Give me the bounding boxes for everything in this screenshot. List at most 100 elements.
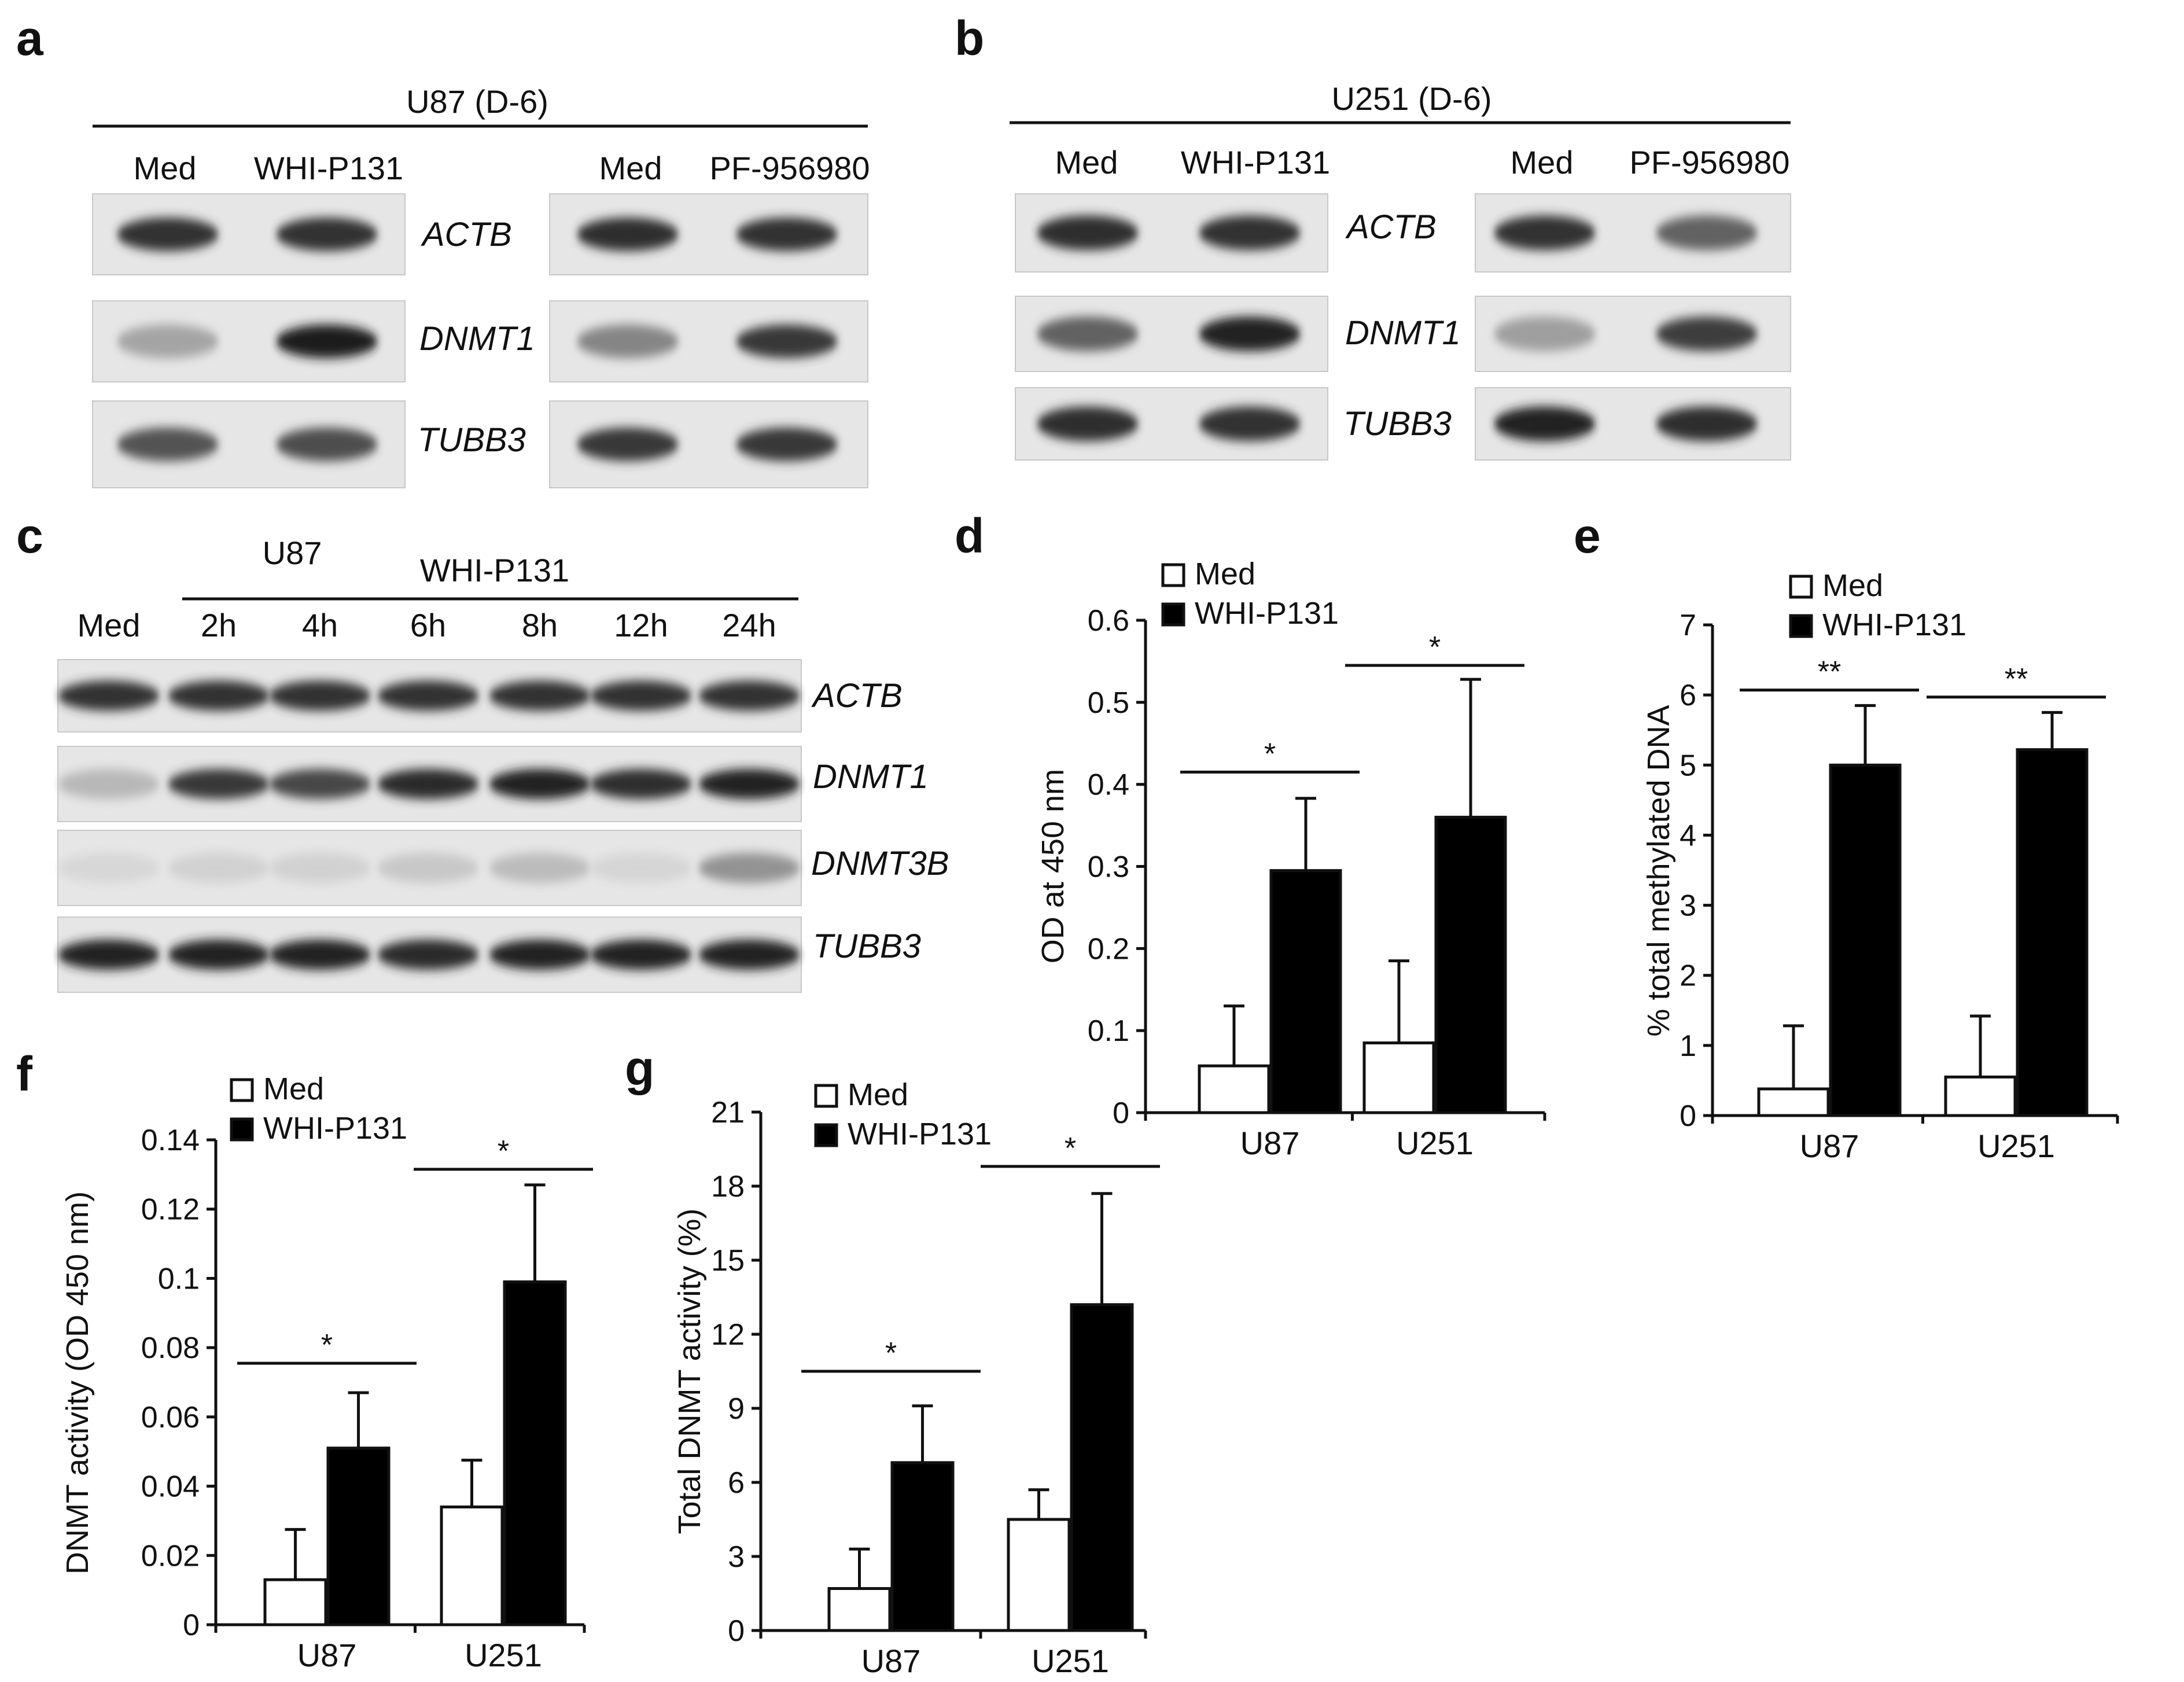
panel-f-y-tick-label-3: 0.06 bbox=[141, 1401, 200, 1434]
panel-d-x-tick-label-0: U87 bbox=[1240, 1125, 1300, 1161]
panel-g-y-axis-label: Total DNMT activity (%) bbox=[672, 1208, 707, 1534]
panel-g-x-tick-label-0: U87 bbox=[861, 1643, 921, 1679]
panel-e-bar-whi-p131-u87 bbox=[1829, 763, 1902, 1117]
panel-g-legend-swatch-whi-p131 bbox=[814, 1123, 838, 1147]
panel-g-letter: g bbox=[625, 1041, 654, 1095]
panel-g-y-tick-label-2: 6 bbox=[728, 1466, 745, 1500]
panel-a-lane-pf: PF-956980 bbox=[709, 150, 870, 186]
panel-c-row1-band-6 bbox=[698, 769, 800, 799]
panel-c-row3-band-4 bbox=[489, 940, 591, 970]
panel-e-significance-0: ** bbox=[1818, 656, 1841, 689]
panel-a: a U87 (D-6) Med WHI-P131 Med PF-956980 A… bbox=[16, 11, 870, 488]
panel-c-row0-band-5 bbox=[590, 680, 692, 711]
panel-d-legend-swatch-whi-p131 bbox=[1161, 602, 1185, 627]
panel-c-row2-band-3 bbox=[377, 853, 479, 883]
panel-g-y-tick-label-3: 9 bbox=[728, 1392, 745, 1426]
panel-c-row1-band-1 bbox=[168, 769, 270, 799]
panel-f-bar-whi-p131-u251 bbox=[503, 1280, 567, 1626]
panel-b-left-row1-band-0 bbox=[1037, 316, 1139, 351]
panel-g-y-tick-label-5: 15 bbox=[711, 1244, 745, 1278]
panel-a-lane-whi: WHI-P131 bbox=[254, 150, 403, 186]
panel-f-bar-med-u87 bbox=[263, 1578, 327, 1626]
panel-g-y-tick-label-1: 3 bbox=[728, 1540, 745, 1574]
panel-b-gene-dnmt1: DNMT1 bbox=[1345, 314, 1461, 352]
panel-c-row3-band-6 bbox=[698, 940, 800, 970]
panel-a-right-row0-band-1 bbox=[736, 218, 838, 251]
panel-a-lane-med-left: Med bbox=[134, 150, 197, 186]
panel-e-bar-whi-p131-u251 bbox=[2016, 748, 2089, 1117]
panel-e-y-tick-label-2: 2 bbox=[1680, 959, 1696, 993]
panel-a-left-row2-band-0 bbox=[117, 428, 219, 461]
panel-f-y-tick-label-4: 0.08 bbox=[141, 1331, 200, 1365]
panel-c-row1-band-4 bbox=[489, 769, 591, 799]
panel-e-y-tick-label-7: 7 bbox=[1680, 609, 1696, 642]
panel-g-legend-label-med: Med bbox=[848, 1077, 908, 1112]
panel-e-bar-med-u87 bbox=[1757, 1087, 1830, 1117]
panel-c-row2-band-0 bbox=[58, 853, 160, 883]
panel-g-bar-whi-p131-u251 bbox=[1070, 1303, 1134, 1632]
panel-g-chart: g Total DNMT activity (%) 0 3 6 9 12 15 18 21 U87 U… bbox=[625, 1041, 1160, 1679]
panel-c-gene-tubb3: TUBB3 bbox=[813, 928, 921, 965]
panel-d-y-tick-label-3: 0.3 bbox=[1088, 851, 1129, 884]
panel-a-right-row1-band-0 bbox=[577, 325, 679, 358]
panel-c-row3-band-0 bbox=[58, 940, 160, 970]
panel-c-lane-2: 4h bbox=[302, 607, 338, 643]
panel-a-gene-tubb3: TUBB3 bbox=[418, 421, 526, 459]
panel-e-x-tick-label-1: U251 bbox=[1977, 1128, 2055, 1164]
panel-c-lane-3: 6h bbox=[410, 607, 446, 643]
panel-c-row2-band-4 bbox=[489, 853, 591, 883]
panel-b-left-row2-band-1 bbox=[1199, 406, 1301, 441]
panel-f-legend-label-whi-p131: WHI-P131 bbox=[263, 1111, 407, 1146]
panel-a-gels bbox=[92, 193, 868, 488]
panel-f-bar-med-u251 bbox=[440, 1505, 504, 1626]
panel-a-gene-dnmt1: DNMT1 bbox=[419, 320, 535, 358]
panel-c-row2-band-1 bbox=[168, 853, 270, 883]
panel-b-gene-actb: ACTB bbox=[1345, 208, 1437, 246]
panel-f-significance-1: * bbox=[498, 1135, 509, 1168]
panel-f-y-tick-label-6: 0.12 bbox=[141, 1193, 200, 1227]
panel-f-y-axis-label: DNMT activity (OD 450 nm) bbox=[60, 1191, 95, 1574]
panel-g-legend-swatch-med bbox=[814, 1084, 838, 1108]
panel-e-x-tick-label-0: U87 bbox=[1800, 1128, 1859, 1164]
panel-b-left-row0-band-1 bbox=[1199, 215, 1301, 251]
panel-c-treatment: WHI-P131 bbox=[420, 552, 569, 588]
panel-b-right-row1-band-1 bbox=[1656, 316, 1758, 351]
panel-b-right-row0-band-0 bbox=[1494, 215, 1596, 251]
panel-b-lane-med-right: Med bbox=[1511, 144, 1574, 181]
panel-f-legend-swatch-whi-p131 bbox=[230, 1117, 254, 1142]
panel-e-significance-1: ** bbox=[2005, 663, 2028, 696]
panel-e-legend-label-whi-p131: WHI-P131 bbox=[1822, 608, 1966, 642]
panel-e-y-tick-label-4: 4 bbox=[1680, 819, 1696, 852]
panel-b-left-row0-band-0 bbox=[1037, 215, 1139, 251]
panel-c-row0-band-1 bbox=[168, 680, 270, 711]
panel-a-right-row2-band-1 bbox=[736, 428, 838, 461]
panel-c-gene-dnmt3b: DNMT3B bbox=[811, 845, 949, 882]
panel-a-lane-med-right: Med bbox=[599, 150, 662, 186]
panel-d-legend-label-med: Med bbox=[1195, 557, 1255, 591]
panel-g-significance-0: * bbox=[885, 1337, 897, 1370]
panel-c-lane-5: 12h bbox=[614, 607, 668, 643]
panel-a-header: U87 (D-6) bbox=[406, 83, 548, 120]
panel-c-row0-band-3 bbox=[377, 680, 479, 711]
panel-c-row0-band-2 bbox=[269, 680, 371, 711]
panel-c-row1-band-5 bbox=[590, 769, 692, 799]
panel-a-left-row0-band-0 bbox=[117, 218, 219, 251]
panel-c-row2-band-5 bbox=[590, 853, 692, 883]
panel-a-left-row0-band-1 bbox=[276, 218, 378, 251]
panel-f-x-tick-label-0: U87 bbox=[297, 1637, 357, 1673]
panel-c-row1-band-3 bbox=[377, 769, 479, 799]
panel-g-significance-1: * bbox=[1065, 1132, 1076, 1165]
panel-f-chart: f DNMT activity (OD 450 nm) 0 0.02 0.04 0.06 0… bbox=[16, 1047, 593, 1673]
panel-f-legend-label-med: Med bbox=[263, 1072, 324, 1106]
panel-c-lane-1: 2h bbox=[201, 607, 237, 643]
panel-c-row3-band-5 bbox=[590, 940, 692, 970]
panel-c-lane-labels: Med 2h 4h 6h 8h 12h 24h bbox=[78, 607, 776, 643]
panel-f-letter: f bbox=[16, 1047, 33, 1101]
panel-c-gene-dnmt1: DNMT1 bbox=[813, 758, 929, 796]
panel-e-legend-swatch-med bbox=[1789, 575, 1813, 599]
panel-b-lane-pf: PF-956980 bbox=[1629, 144, 1789, 181]
panel-c-lane-0: Med bbox=[78, 607, 141, 643]
panel-b-lane-whi: WHI-P131 bbox=[1181, 144, 1330, 181]
panel-a-left-row1-band-1 bbox=[276, 325, 378, 358]
